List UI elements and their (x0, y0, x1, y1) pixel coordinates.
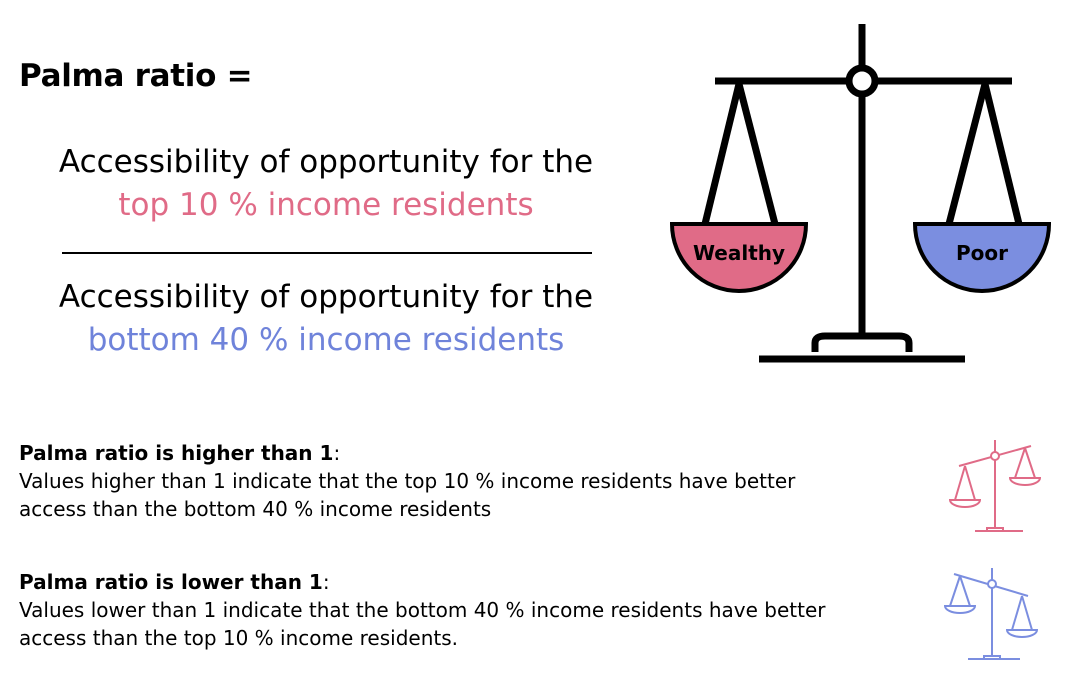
lower-line-2: access than the top 10 % income resident… (19, 626, 459, 650)
higher-heading: Palma ratio is higher than 1 (19, 441, 334, 465)
formula-fraction: Accessibility of opportunity for the top… (20, 0, 632, 370)
numerator-line-2: top 10 % income residents (118, 187, 534, 223)
lower-section: Palma ratio is lower than 1: Values lowe… (19, 568, 825, 652)
denominator-line-1: Accessibility of opportunity for the (58, 279, 594, 315)
lower-line-1: Values lower than 1 indicate that the bo… (19, 598, 826, 622)
left-hanger-b (735, 83, 779, 225)
denominator-line-2: bottom 40 % income residents (87, 322, 565, 358)
right-hanger-b (981, 83, 1023, 225)
wealthy-pan-label: Wealthy (693, 241, 785, 265)
wealthy-pan (669, 222, 809, 293)
poor-pan-label: Poor (956, 241, 1008, 265)
numerator-line-1: Accessibility of opportunity for the (58, 144, 594, 180)
scale-tilted-left-up-icon (948, 440, 1042, 532)
left-hanger-a (701, 83, 743, 225)
poor-pan (912, 222, 1052, 293)
higher-section: Palma ratio is higher than 1: Values hig… (19, 439, 795, 523)
scale-tilted-right-down-icon (943, 568, 1039, 660)
lower-heading: Palma ratio is lower than 1 (19, 570, 323, 594)
page-title: Palma ratio = (19, 58, 253, 94)
higher-line-2: access than the bottom 40 % income resid… (19, 497, 492, 521)
balance-scale-icon: Wealthy Poor (669, 24, 1052, 363)
higher-heading-colon: : (333, 441, 341, 465)
right-hanger-a (945, 83, 989, 225)
fraction-divider (62, 252, 592, 254)
higher-line-1: Values higher than 1 indicate that the t… (19, 469, 796, 493)
scale-base-mount (811, 332, 913, 352)
lower-heading-colon: : (322, 570, 330, 594)
scale-pivot (845, 64, 879, 98)
